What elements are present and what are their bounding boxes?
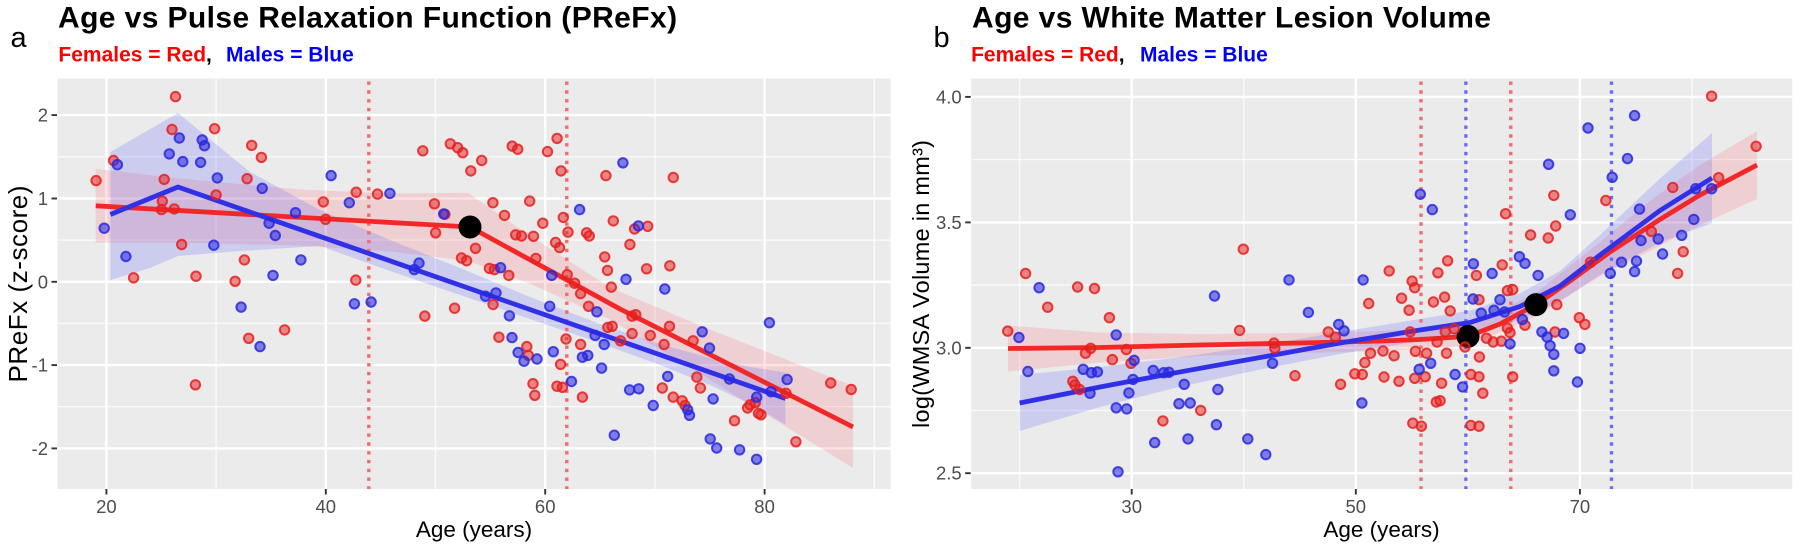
svg-text:4.0: 4.0 [936,86,962,107]
svg-text:80: 80 [754,496,775,517]
svg-text:-1: -1 [32,355,48,376]
svg-text:Females = Red,Males = Blue: Females = Red, Males = Blue [58,44,353,67]
svg-text:Age (years): Age (years) [1323,517,1439,542]
svg-text:2.5: 2.5 [936,463,962,484]
svg-text:log(WMSA Volume in mm³): log(WMSA Volume in mm³) [908,140,934,428]
svg-text:3.0: 3.0 [936,337,962,358]
svg-text:50: 50 [1346,496,1367,517]
svg-text:PReFx (z-score): PReFx (z-score) [3,186,33,383]
svg-text:Age (years): Age (years) [416,517,532,542]
svg-text:0: 0 [38,271,48,292]
svg-text:b: b [934,22,950,54]
svg-text:30: 30 [1121,496,1142,517]
svg-text:2: 2 [38,105,48,126]
svg-text:-2: -2 [32,438,48,459]
svg-text:70: 70 [1570,496,1591,517]
svg-text:Age vs Pulse Relaxation Functi: Age vs Pulse Relaxation Function (PReFx) [58,2,677,35]
svg-text:20: 20 [96,496,117,517]
svg-text:Age vs White Matter Lesion Vol: Age vs White Matter Lesion Volume [972,2,1491,35]
svg-text:60: 60 [535,496,556,517]
svg-text:1: 1 [38,188,48,209]
svg-text:a: a [11,22,28,54]
svg-text:Females = Red,Males = Blue: Females = Red, Males = Blue [971,44,1268,67]
svg-text:3.5: 3.5 [936,212,962,233]
svg-text:40: 40 [316,496,337,517]
